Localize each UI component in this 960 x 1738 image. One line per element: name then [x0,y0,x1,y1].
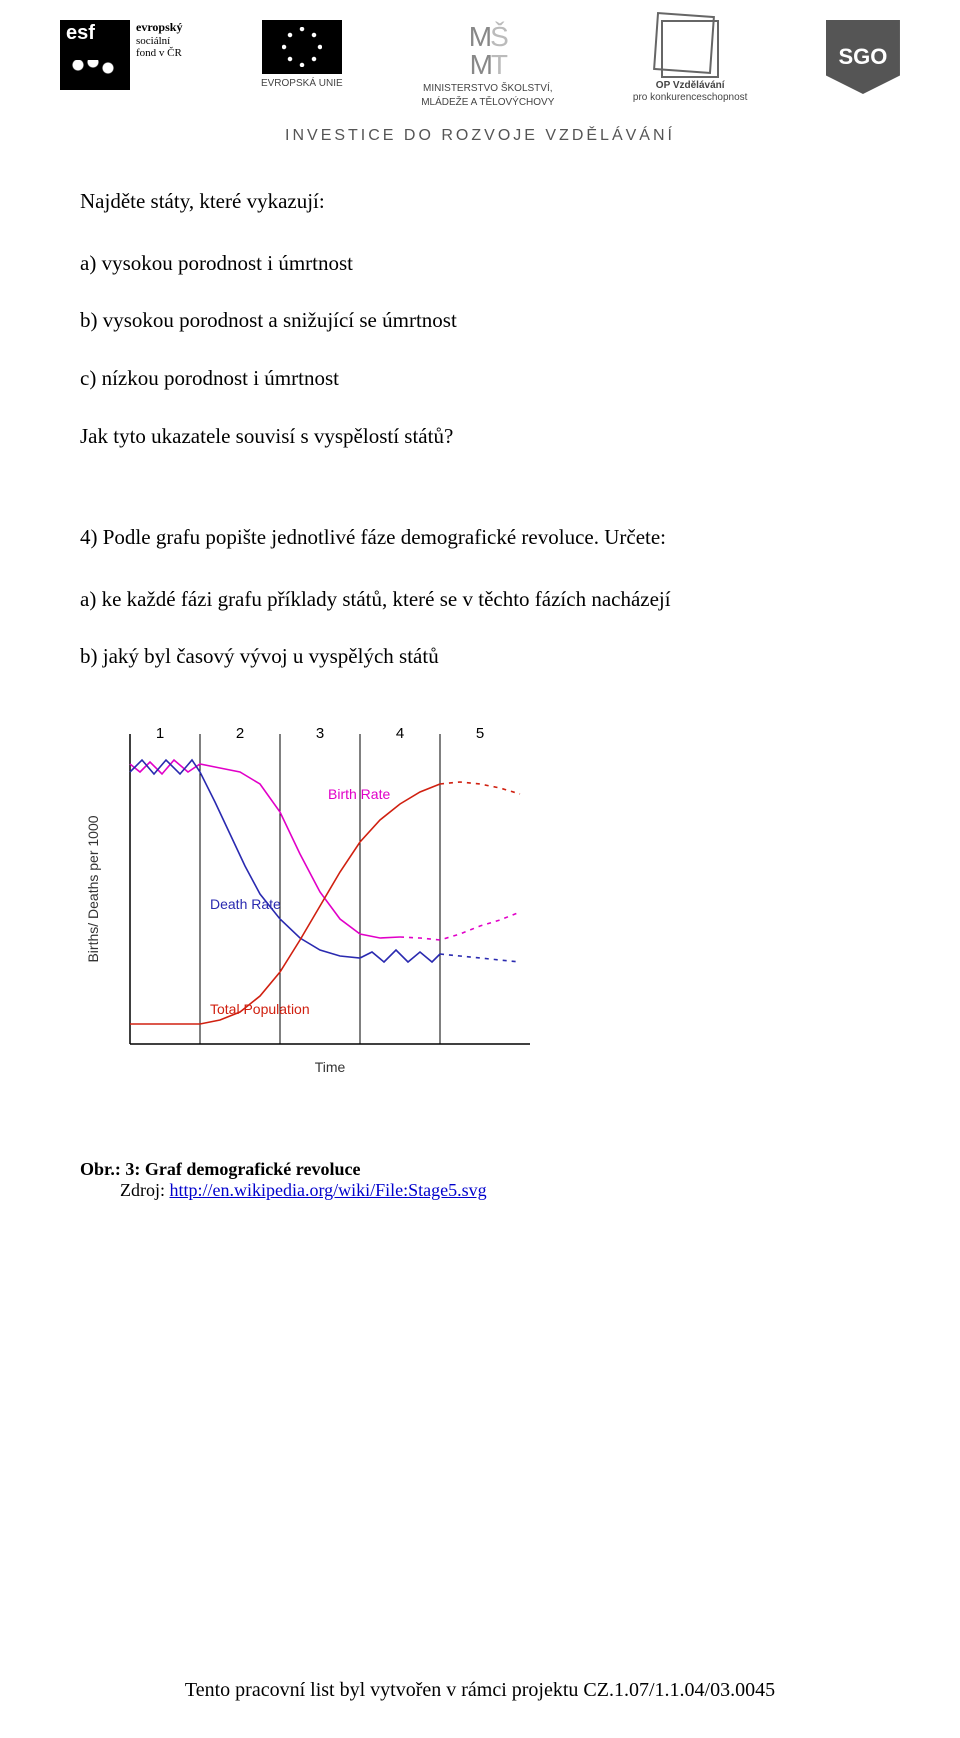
svg-text:3: 3 [316,725,324,742]
intro: Najděte státy, které vykazují: [80,185,880,219]
q4b: b) jaký byl časový vývoj u vyspělých stá… [80,640,880,674]
header-tagline: INVESTICE DO ROZVOJE VZDĚLÁVÁNÍ [0,127,960,145]
footer-text: Tento pracovní list byl vytvořen v rámci… [185,1679,775,1701]
eu-flag-icon [262,20,342,74]
svg-text:1: 1 [156,725,164,742]
q-related: Jak tyto ukazatele souvisí s vyspělostí … [80,420,880,454]
msmt-mark-icon-2: MT [470,48,506,82]
demographic-chart: 1 2 3 4 5 Birth Rate Death Rate Total Populatio… [80,724,960,1129]
svg-text:Birth Rate: Birth Rate [328,786,390,802]
figure-caption: Obr.: 3: Graf demografické revoluce Zdro… [0,1129,960,1201]
logo-eu: EVROPSKÁ UNIE [261,20,343,90]
svg-text:2: 2 [236,725,244,742]
esf-text: evropský sociální fond v ČR [136,20,182,59]
page: esf evropský sociální fond v ČR EVROPSKÁ… [0,0,960,1738]
logo-msmt: MŠ MT MINISTERSTVO ŠKOLSTVÍ, MLÁDEŽE A T… [421,20,554,109]
esf-square-icon: esf [60,20,130,90]
source-prefix: Zdroj: [120,1180,170,1200]
source-link[interactable]: http://en.wikipedia.org/wiki/File:Stage5… [170,1180,487,1200]
chart-svg: 1 2 3 4 5 Birth Rate Death Rate Total Populatio… [80,724,580,1124]
q4a: a) ke každé fázi grafu příklady států, k… [80,583,880,617]
msmt-line1: MINISTERSTVO ŠKOLSTVÍ, [423,83,552,95]
body-text: Najděte státy, které vykazují: a) vysoko… [0,145,960,674]
op-line1: OP Vzdělávání [656,80,725,92]
svg-text:5: 5 [476,725,484,742]
svg-text:Time: Time [315,1059,346,1075]
logo-op: OP Vzdělávání pro konkurenceschopnost [633,20,748,104]
footer: Tento pracovní list byl vytvořen v rámci… [0,1679,960,1702]
svg-text:4: 4 [396,725,404,742]
opt-a: a) vysokou porodnost i úmrtnost [80,247,880,281]
eu-label: EVROPSKÁ UNIE [261,78,343,90]
svg-text:Total Population: Total Population [210,1001,310,1017]
caption-title: Obr.: 3: Graf demografické revoluce [80,1159,360,1179]
caption-source: Zdroj: http://en.wikipedia.org/wiki/File… [80,1180,487,1200]
op-line2: pro konkurenceschopnost [633,92,748,104]
opt-c: c) nízkou porodnost i úmrtnost [80,362,880,396]
svg-text:Births/ Deaths per 1000: Births/ Deaths per 1000 [85,815,101,962]
q4: 4) Podle grafu popište jednotlivé fáze d… [80,521,880,555]
esf-line1: evropský [136,20,182,35]
esf-mark: esf [66,24,95,42]
esf-line2: sociální [136,35,182,47]
op-square-icon [661,20,719,78]
header-logos: esf evropský sociální fond v ČR EVROPSKÁ… [0,0,960,109]
msmt-line2: MLÁDEŽE A TĚLOVÝCHOVY [421,97,554,109]
sgo-label: SGO [839,44,888,70]
logo-esf: esf evropský sociální fond v ČR [60,20,182,90]
esf-line3: fond v ČR [136,47,182,59]
opt-b: b) vysokou porodnost a snižující se úmrt… [80,304,880,338]
logo-sgo: SGO [826,20,900,94]
svg-text:Death Rate: Death Rate [210,896,281,912]
